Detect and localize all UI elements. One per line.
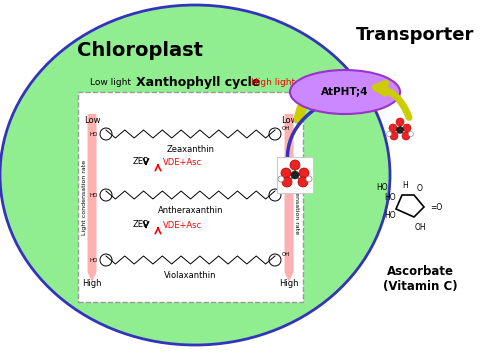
Text: VDE+Asc: VDE+Asc bbox=[163, 158, 202, 167]
Text: O: O bbox=[417, 184, 423, 193]
Text: HO: HO bbox=[376, 183, 388, 192]
Text: ZEP: ZEP bbox=[133, 157, 149, 166]
Text: Transporter: Transporter bbox=[356, 26, 474, 44]
Text: Low: Low bbox=[84, 116, 100, 125]
Circle shape bbox=[298, 177, 308, 187]
Text: HO: HO bbox=[90, 258, 98, 263]
Circle shape bbox=[386, 131, 392, 136]
Text: HO: HO bbox=[90, 132, 98, 137]
Circle shape bbox=[290, 160, 300, 170]
Text: AtPHT;4: AtPHT;4 bbox=[321, 87, 369, 97]
Text: H: H bbox=[402, 180, 408, 189]
Circle shape bbox=[278, 176, 284, 182]
Circle shape bbox=[408, 131, 414, 136]
Text: OH: OH bbox=[282, 252, 290, 257]
Text: Light condensation rate: Light condensation rate bbox=[82, 159, 86, 235]
Ellipse shape bbox=[290, 70, 400, 114]
FancyArrow shape bbox=[284, 114, 294, 282]
Text: VDE+Asc: VDE+Asc bbox=[163, 221, 202, 230]
Text: Low light: Low light bbox=[90, 77, 131, 86]
Text: Low: Low bbox=[281, 116, 297, 125]
Text: OH: OH bbox=[282, 126, 290, 131]
Text: Zeaxanthin: Zeaxanthin bbox=[166, 145, 214, 154]
FancyBboxPatch shape bbox=[78, 92, 303, 302]
Text: Antheraxanthin: Antheraxanthin bbox=[158, 206, 224, 215]
FancyBboxPatch shape bbox=[277, 157, 313, 193]
Circle shape bbox=[389, 124, 397, 132]
Text: High: High bbox=[279, 279, 299, 288]
Text: =O: =O bbox=[430, 202, 442, 212]
Text: OH: OH bbox=[282, 187, 290, 192]
Text: High light: High light bbox=[251, 77, 295, 86]
Ellipse shape bbox=[0, 5, 390, 345]
Text: Light condensation rate: Light condensation rate bbox=[294, 159, 300, 235]
Text: Violaxanthin: Violaxanthin bbox=[164, 271, 217, 280]
Circle shape bbox=[291, 171, 299, 179]
Circle shape bbox=[282, 177, 292, 187]
Text: Chloroplast: Chloroplast bbox=[77, 41, 203, 59]
Text: HO: HO bbox=[90, 193, 98, 198]
Text: HO: HO bbox=[384, 211, 396, 220]
Circle shape bbox=[306, 176, 312, 182]
Circle shape bbox=[396, 126, 404, 134]
Text: High: High bbox=[82, 279, 102, 288]
Circle shape bbox=[390, 132, 398, 140]
Text: Xanthophyll cycle: Xanthophyll cycle bbox=[136, 76, 260, 89]
FancyArrow shape bbox=[88, 114, 96, 282]
Circle shape bbox=[402, 132, 410, 140]
Text: Ascorbate
(Vitamin C): Ascorbate (Vitamin C) bbox=[382, 265, 458, 293]
Circle shape bbox=[403, 124, 411, 132]
Circle shape bbox=[281, 168, 291, 178]
Text: HO: HO bbox=[384, 193, 396, 202]
Circle shape bbox=[396, 118, 404, 126]
Text: ZEP: ZEP bbox=[133, 220, 149, 229]
Text: OH: OH bbox=[415, 223, 426, 232]
Circle shape bbox=[299, 168, 309, 178]
